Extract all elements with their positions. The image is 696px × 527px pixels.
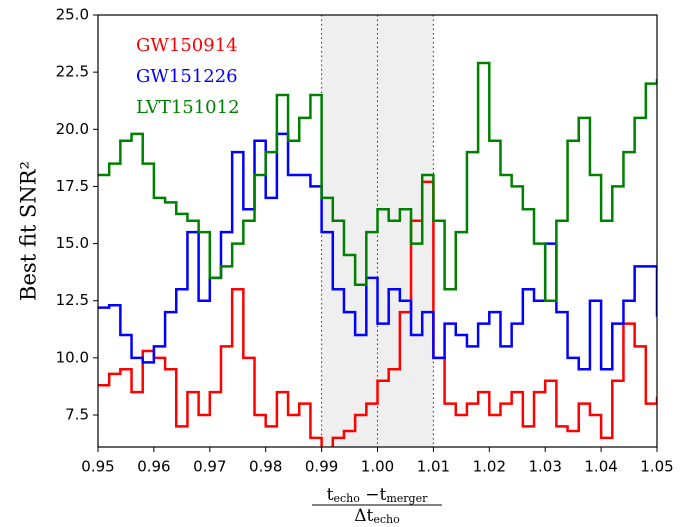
legend-label: GW150914 [136, 35, 238, 56]
x-tick-label: 0.96 [137, 458, 170, 476]
y-tick-label: 12.5 [56, 291, 89, 309]
step-line [98, 180, 657, 447]
x-tick-label: 1.00 [361, 458, 394, 476]
step-line [98, 61, 657, 302]
y-tick-label: 10.0 [56, 348, 89, 366]
y-tick-label: 22.5 [56, 63, 89, 81]
x-tick-label: 1.05 [640, 458, 673, 476]
x-tick-label: 0.95 [81, 458, 114, 476]
y-tick-label: 7.5 [65, 406, 89, 424]
plot-lines [98, 61, 657, 447]
x-tick-label: 1.01 [417, 458, 450, 476]
step-line [98, 132, 657, 371]
label-part: t [327, 485, 334, 505]
y-tick-label: 25.0 [56, 6, 89, 24]
legend-label: GW151226 [136, 66, 238, 87]
x-axis-numerator: techo −tmerger [327, 485, 428, 506]
y-tick-label: 17.5 [56, 177, 89, 195]
y-axis-label: Best fit SNR² [17, 161, 41, 301]
x-tick-label: 0.98 [249, 458, 282, 476]
label-part: echo [333, 492, 360, 505]
y-tick-label: 20.0 [56, 120, 89, 138]
label-part: −t [360, 485, 387, 505]
label-part: merger [386, 492, 428, 505]
label-part: echo [373, 513, 400, 526]
x-axis-denominator: Δtecho [354, 506, 400, 527]
y-tick-label: 15.0 [56, 234, 89, 252]
x-tick-label: 1.03 [528, 458, 561, 476]
x-tick-label: 0.97 [193, 458, 226, 476]
label-part: Δt [354, 506, 373, 526]
x-tick-label: 1.04 [584, 458, 617, 476]
x-tick-label: 0.99 [305, 458, 338, 476]
legend-label: LVT151012 [136, 97, 240, 118]
x-tick-label: 1.02 [473, 458, 506, 476]
